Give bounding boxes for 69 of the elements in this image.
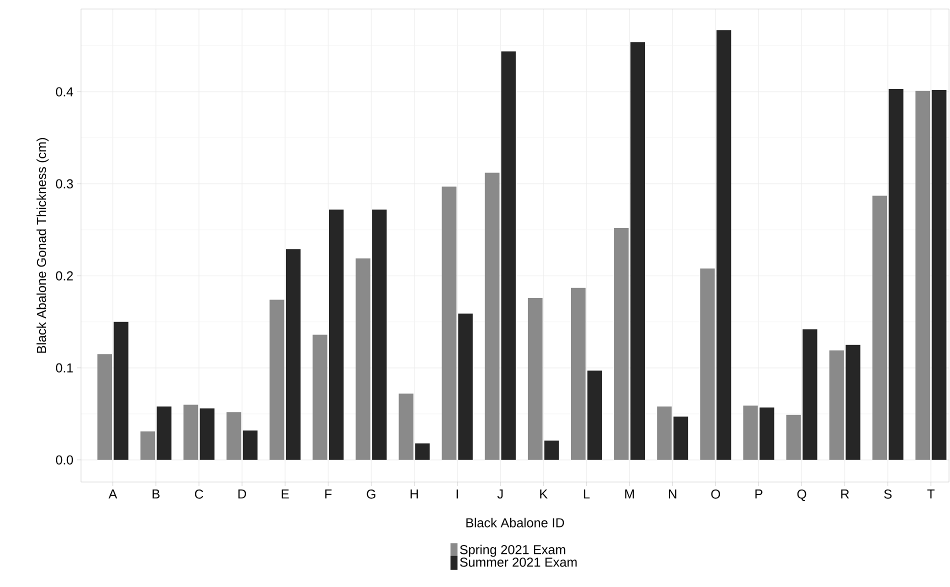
- x-tick-label: J: [497, 490, 503, 499]
- x-tick-label: D: [238, 490, 246, 498]
- bar: [398, 394, 414, 460]
- bar: [700, 268, 715, 460]
- bar: [888, 89, 904, 460]
- bar: [743, 406, 758, 460]
- bar: [846, 344, 860, 460]
- y-tick-label: 0.4: [56, 87, 74, 96]
- y-tick-label: 0.0: [56, 455, 73, 464]
- bar: [760, 407, 774, 460]
- bar: [630, 42, 646, 460]
- bar: [657, 406, 672, 460]
- bar: [114, 322, 128, 460]
- bar: [932, 90, 946, 460]
- bar: [415, 443, 430, 460]
- bar: [716, 30, 732, 460]
- legend-label: Summer 2021 Exam: [460, 558, 577, 567]
- bar: [458, 314, 473, 460]
- x-tick-label: M: [625, 490, 634, 498]
- x-tick-label: P: [755, 490, 762, 498]
- bar: [544, 440, 559, 460]
- bar: [442, 186, 456, 460]
- bar: [183, 404, 198, 460]
- x-tick-label: G: [366, 490, 376, 499]
- x-tick-label: T: [927, 490, 935, 498]
- x-tick-label: I: [456, 490, 458, 498]
- bar: [786, 414, 801, 460]
- x-tick-label: F: [325, 490, 332, 498]
- x-tick-label: O: [711, 490, 720, 499]
- bar: [329, 210, 344, 460]
- x-tick-label: K: [540, 490, 548, 498]
- bar: [286, 249, 301, 460]
- bar: [226, 412, 242, 460]
- bar: [372, 210, 387, 460]
- bar: [501, 51, 516, 460]
- legend-label: Spring 2021 Exam: [460, 544, 566, 557]
- bar: [484, 172, 500, 460]
- x-tick-label: L: [584, 490, 590, 498]
- bar: [915, 90, 930, 460]
- x-tick-label: A: [108, 490, 118, 498]
- y-axis-title: Black Abalone Gonad Thickness (cm): [36, 138, 49, 353]
- x-tick-label: E: [282, 490, 289, 498]
- x-tick-label: Q: [797, 490, 806, 502]
- bar: [312, 334, 328, 460]
- x-tick-label: H: [410, 490, 418, 498]
- bar: [587, 370, 602, 460]
- y-tick-label: 0.2: [56, 271, 73, 280]
- bar: [872, 196, 888, 460]
- bar: [140, 431, 156, 460]
- y-tick-label: 0.1: [56, 363, 73, 372]
- bar: [802, 329, 818, 460]
- bar: [829, 350, 844, 460]
- bar: [242, 430, 258, 460]
- bar: [200, 408, 214, 460]
- bar: [156, 406, 172, 460]
- bar: [356, 258, 370, 460]
- bar: [570, 288, 586, 460]
- y-tick-label: 0.3: [56, 179, 73, 188]
- x-tick-label: C: [194, 490, 204, 499]
- bar: [673, 416, 688, 460]
- x-axis-title: Black Abalone ID: [466, 518, 564, 528]
- bar: [270, 300, 284, 460]
- x-tick-label: N: [668, 490, 676, 498]
- x-tick-label: B: [152, 490, 160, 498]
- bar: [528, 298, 543, 460]
- x-tick-label: R: [841, 490, 849, 498]
- bar: [614, 228, 629, 460]
- x-tick-label: S: [884, 490, 892, 499]
- bar: [97, 354, 112, 460]
